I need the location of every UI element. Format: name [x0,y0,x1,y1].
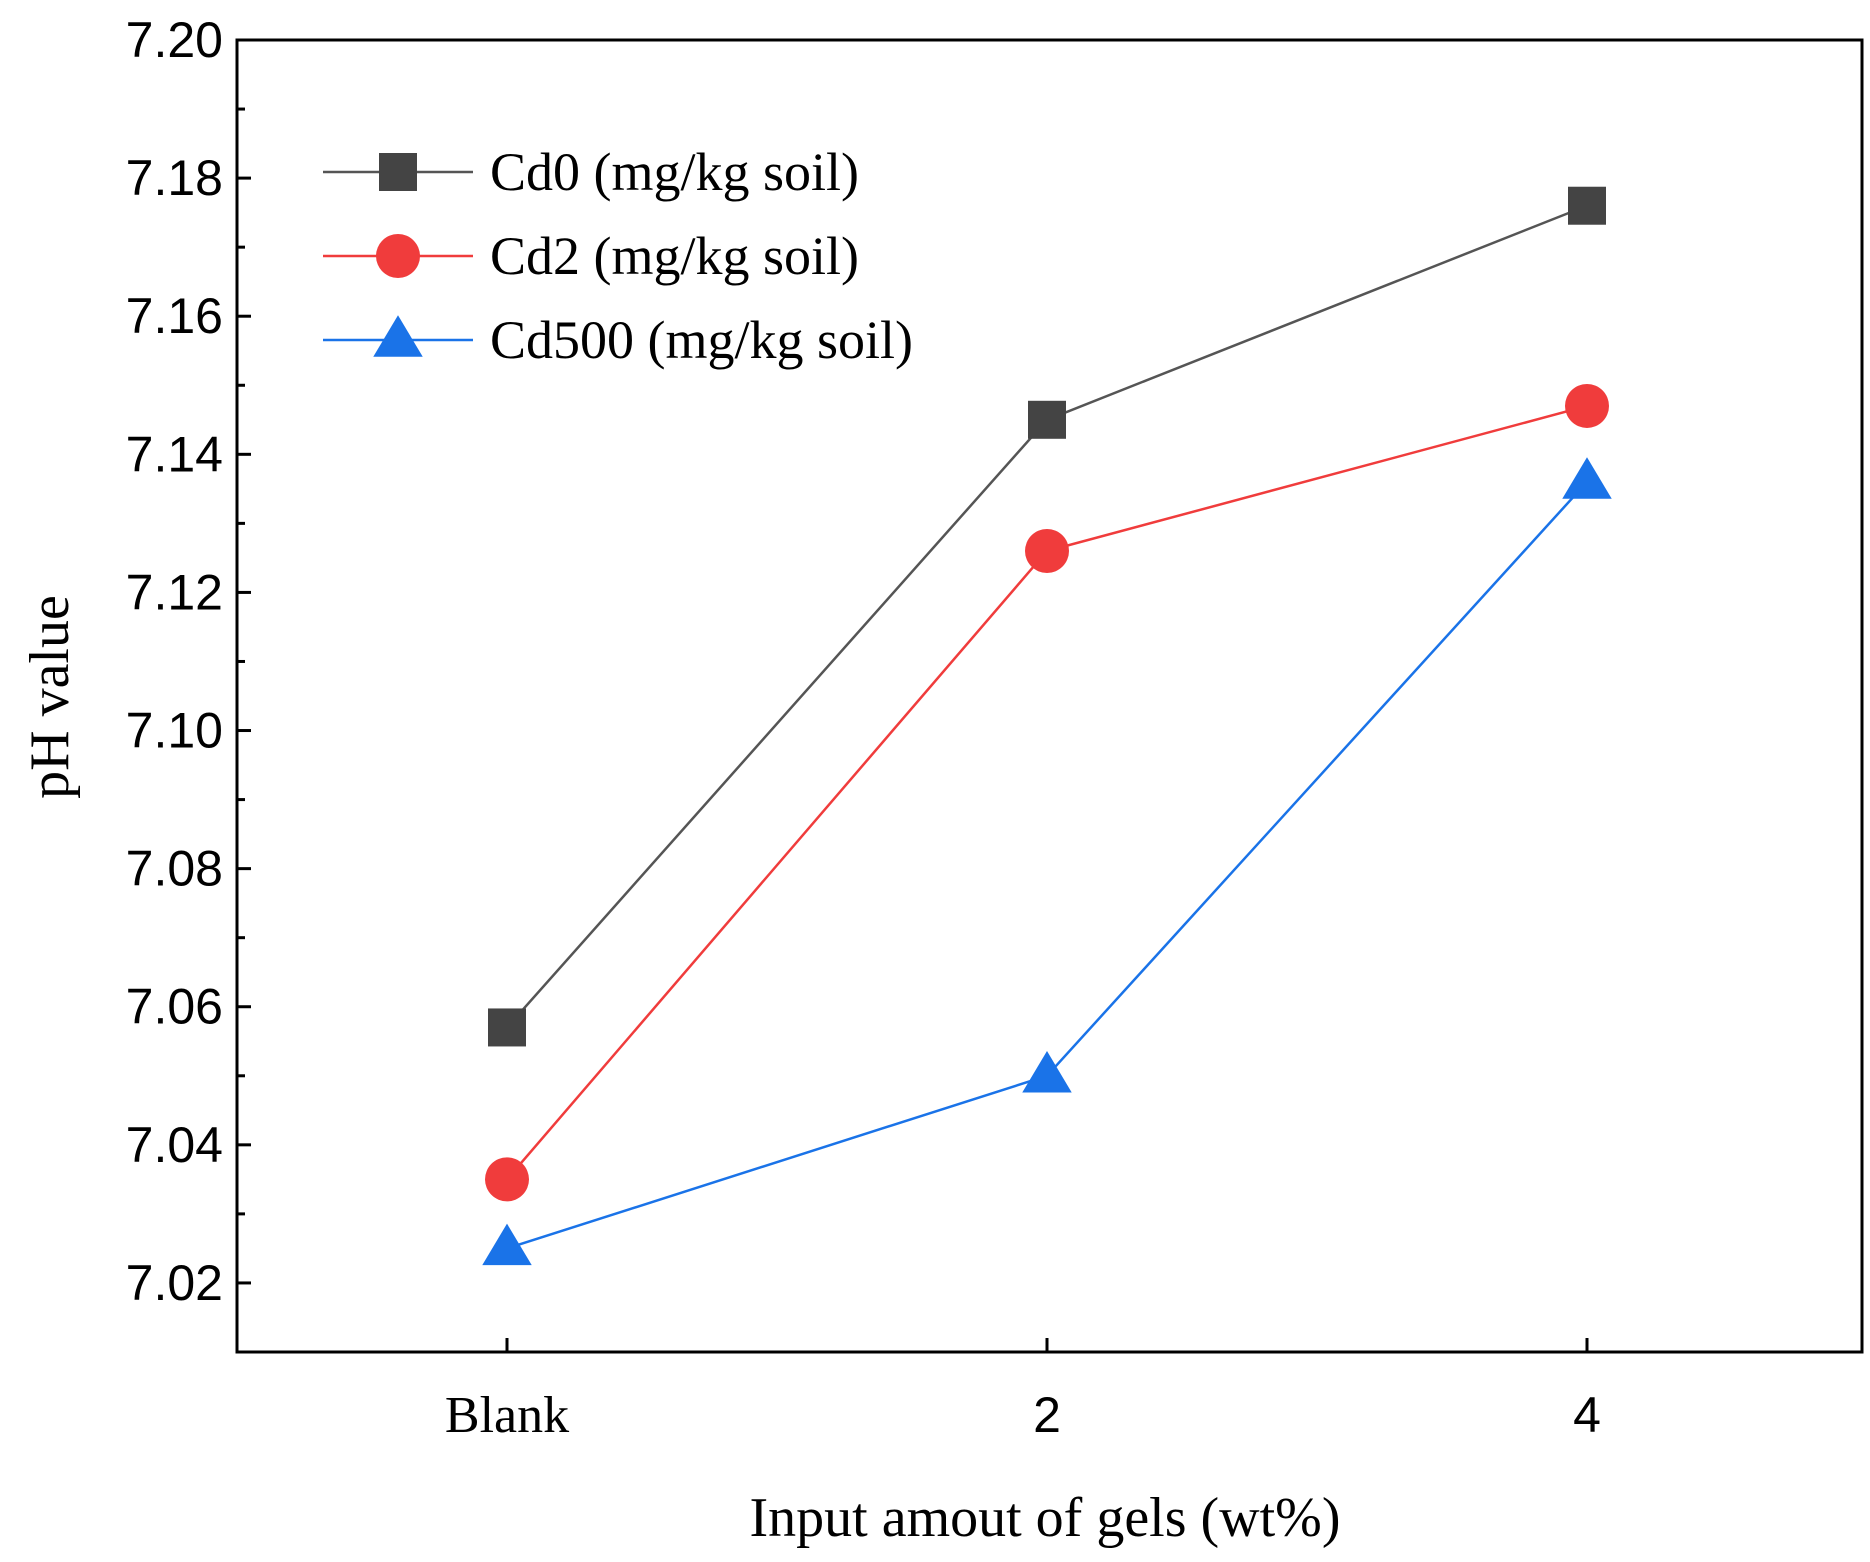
axes: 7.02 7.04 7.06 7.08 7.10 7.12 7.14 7.16 7.18 7.20… [126,12,1864,1444]
legend-marker [379,153,417,191]
data-point [1562,457,1612,499]
legend-label: Cd2 (mg/kg soil) [490,226,859,286]
y-tick-label: 7.20 [126,12,223,68]
series-layer [482,186,1612,1266]
data-point [1568,186,1606,225]
y-tick-label: 7.04 [126,1117,223,1173]
data-point [1025,528,1069,573]
legend-item: Cd0 (mg/kg soil) [323,142,859,202]
legend: Cd0 (mg/kg soil) Cd2 (mg/kg soil) Cd500 (m… [323,142,913,370]
y-tick-label: 7.10 [126,703,223,759]
data-point [482,1223,532,1266]
legend-item: Cd2 (mg/kg soil) [323,226,859,286]
x-axis-title: Input amout of gels (wt%) [750,1487,1341,1549]
y-axis-title: pH value [19,595,81,799]
y-tick-label: 7.06 [126,979,223,1035]
data-point [1022,1051,1072,1093]
y-tick-label: 7.16 [126,288,223,344]
x-tick-label: 2 [1033,1387,1061,1443]
series-1 [485,383,1609,1202]
data-point [485,1157,529,1202]
legend-marker [373,315,423,357]
x-tick-label: 4 [1573,1387,1601,1443]
series-2 [482,457,1612,1266]
data-point [1565,383,1609,428]
legend-label: Cd500 (mg/kg soil) [490,310,913,370]
series-0 [488,186,1606,1047]
legend-marker [376,234,420,278]
series-line [506,481,1588,1250]
y-tick-label: 7.14 [126,426,223,482]
y-tick-label: 7.18 [126,150,223,206]
y-tick-label: 7.02 [126,1255,223,1311]
data-point [488,1008,526,1047]
x-tick-label: Blank [445,1387,569,1444]
plot-frame [235,38,1864,1354]
y-tick-label: 7.08 [126,841,223,897]
data-point [1028,400,1066,439]
y-tick-label: 7.12 [126,564,223,620]
legend-item: Cd500 (mg/kg soil) [323,310,913,370]
legend-label: Cd0 (mg/kg soil) [490,142,859,202]
